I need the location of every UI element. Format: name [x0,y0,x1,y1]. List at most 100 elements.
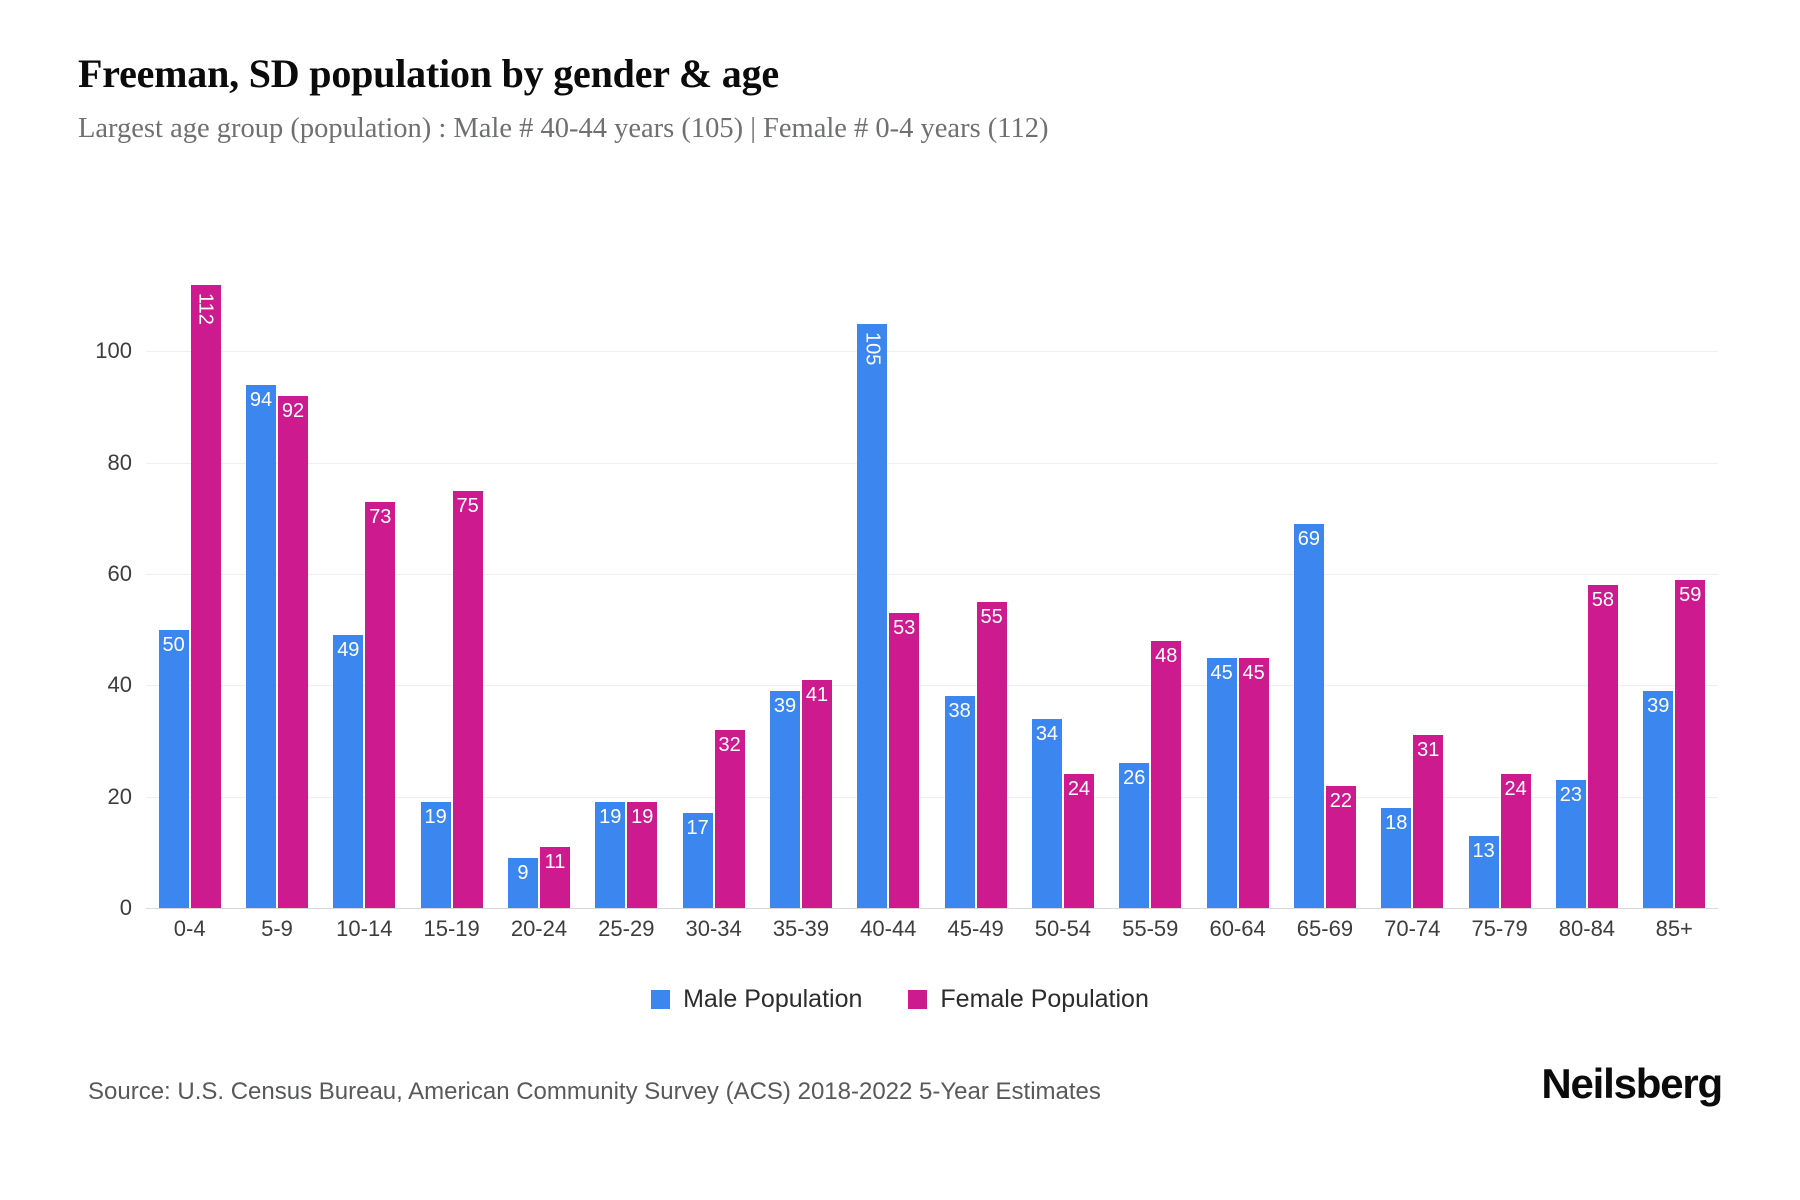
bar-value-label: 31 [1417,739,1440,762]
gridline [146,574,1718,575]
bar-female[interactable]: 22 [1325,785,1356,908]
y-tick-label: 0 [119,895,132,920]
bar-male[interactable]: 26 [1119,763,1150,908]
bar-group: 19 75 [408,240,495,908]
bar-value-label: 13 [1472,839,1495,862]
bar-value-label: 17 [686,817,709,840]
bar-male[interactable]: 50 [158,629,189,908]
legend-item-female[interactable]: Female Population [908,985,1149,1014]
y-tick-label: 100 [95,338,132,364]
bar-group: 39 41 [757,240,844,908]
bar-value-label: 105 [861,331,884,365]
bar-male[interactable]: 23 [1555,779,1586,908]
x-tick-label: 65-69 [1296,916,1354,941]
bar-group: 34 24 [1019,240,1106,908]
bar-female[interactable]: 59 [1675,579,1706,908]
bar-female[interactable]: 48 [1151,640,1182,908]
bar-group: 19 19 [583,240,670,908]
bar-male[interactable]: 45 [1206,657,1237,908]
bar-female[interactable]: 92 [277,395,308,908]
bar-value-label: 11 [544,850,566,873]
x-tick-label: 70-74 [1384,916,1441,941]
bar-value-label: 18 [1385,811,1408,834]
bar-male[interactable]: 49 [333,635,364,908]
bar-female[interactable]: 24 [1500,774,1531,908]
bar-female[interactable]: 45 [1238,657,1269,908]
bar-value-label: 59 [1679,583,1702,606]
bar-male[interactable]: 13 [1468,835,1499,908]
x-tick-label: 20-24 [510,916,568,941]
bar-value-label: 19 [424,806,447,829]
gridline [146,796,1718,798]
bar-male[interactable]: 38 [944,696,975,908]
bar-group: 50 112 [146,240,233,908]
legend-item-male[interactable]: Male Population [651,985,862,1014]
x-tick-label: 10-14 [336,916,393,941]
bar-female[interactable]: 53 [889,612,920,908]
bar-value-label: 92 [281,399,305,422]
bar-group: 17 32 [670,240,757,908]
x-tick-label: 45-49 [947,916,1004,941]
axis-baseline [146,908,1718,909]
bar-male[interactable]: 94 [245,384,276,908]
bar-value-label: 49 [337,639,360,662]
bar-female[interactable]: 19 [627,802,658,908]
bar-female[interactable]: 11 [539,846,570,908]
bar-value-label: 34 [1035,722,1059,745]
bar-value-label: 32 [718,733,741,756]
legend-swatch-female-icon [908,990,928,1009]
bar-male[interactable]: 34 [1031,718,1062,908]
bar-value-label: 45 [1210,661,1233,684]
x-tick-label: 35-39 [772,916,830,941]
bar-male[interactable]: 19 [595,802,626,908]
bar-group: 26 48 [1107,240,1194,908]
bar-value-label: 69 [1297,527,1321,550]
x-tick-label: 75-79 [1471,916,1528,941]
bar-value-label: 38 [948,700,971,723]
bar-female[interactable]: 24 [1063,774,1094,908]
bar-male[interactable]: 69 [1293,523,1324,908]
bar-female[interactable]: 55 [976,601,1007,908]
bar-value-label: 26 [1123,767,1146,790]
y-tick-label: 60 [107,561,132,586]
bar-female[interactable]: 32 [714,729,745,908]
bar-value-label: 23 [1559,783,1583,806]
x-tick-label: 25-29 [598,916,655,941]
y-axis: 0 20 40 60 80 100 [78,240,146,920]
bar-group: 13 24 [1456,240,1543,908]
bar-male[interactable]: 39 [769,690,800,908]
x-tick-label: 80-84 [1558,916,1616,941]
chart-header: Freeman, SD population by gender & age L… [78,51,1738,146]
bar-group: 18 31 [1369,240,1456,908]
bar-male[interactable]: 18 [1381,807,1412,908]
bar-male[interactable]: 19 [420,802,451,908]
gridline [146,685,1718,687]
bar-female[interactable]: 75 [452,490,483,908]
x-tick-label: 85+ [1655,916,1693,941]
bar-female[interactable]: 31 [1413,735,1444,908]
plot-area: 0 20 40 60 80 100 50 112 94 92 49 73 19 75 9 11 19 19 17 3… [78,240,1718,920]
bar-female[interactable]: 58 [1587,585,1618,908]
bar-value-label: 94 [249,388,273,411]
bar-female[interactable]: 112 [190,284,221,908]
bar-value-label: 22 [1329,789,1353,812]
bar-male[interactable]: 105 [857,323,888,908]
bar-male[interactable]: 17 [682,813,713,908]
x-axis: 0-4 5-9 10-14 15-19 20-24 25-29 30-34 35-39 40-4… [146,916,1718,942]
bar-female[interactable]: 73 [365,501,396,908]
bar-male[interactable]: 39 [1643,690,1674,908]
chart-subtitle: Largest age group (population) : Male # … [78,112,1049,144]
bar-value-label: 58 [1591,589,1615,612]
bar-value-label: 75 [456,494,479,517]
bar-group: 38 55 [932,240,1019,908]
chart-legend: Male Population Female Population [0,985,1800,1014]
bar-value-label: 19 [631,806,654,829]
legend-label-male: Male Population [683,985,863,1013]
bar-value-label: 41 [805,683,829,706]
bar-value-label: 39 [773,694,797,717]
bar-group: 49 73 [321,240,408,908]
bar-female[interactable]: 41 [801,679,832,908]
brand-logo: Neilsberg [1541,1060,1723,1107]
bar-male[interactable]: 9 [507,857,538,908]
